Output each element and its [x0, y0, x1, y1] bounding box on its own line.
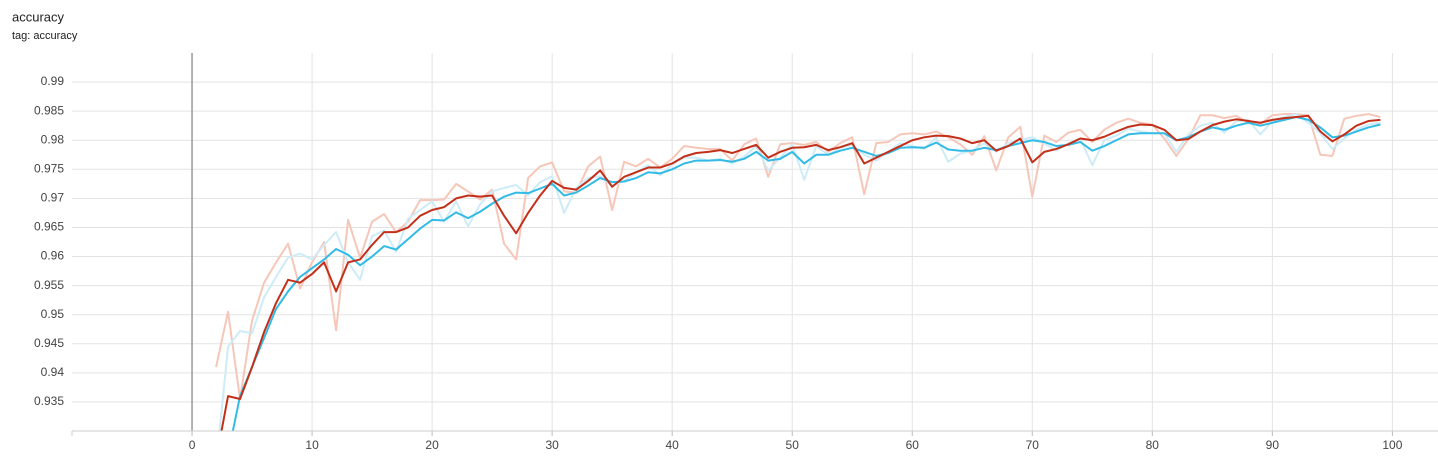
y-tick-label: 0.975 — [34, 161, 64, 175]
x-tick-label: 30 — [545, 438, 559, 452]
x-tick-label: 50 — [786, 438, 800, 452]
x-tick-label: 90 — [1266, 438, 1280, 452]
x-tick-label: 100 — [1382, 438, 1402, 452]
x-tick-label: 10 — [305, 438, 319, 452]
x-tick-label: 20 — [425, 438, 439, 452]
y-tick-label: 0.945 — [34, 336, 64, 350]
y-tick-label: 0.935 — [34, 394, 64, 408]
y-tick-label: 0.965 — [34, 220, 64, 234]
axes: 0.935 0.94 0.945 0.95 0.955 0.96 0.965 0.97 0.97… — [34, 74, 1438, 452]
chart-subtitle: tag: accuracy — [12, 30, 78, 42]
y-tick-label: 0.96 — [41, 249, 65, 263]
y-tick-label: 0.95 — [41, 307, 65, 321]
y-tick-label: 0.94 — [41, 365, 65, 379]
x-tick-label: 0 — [189, 438, 196, 452]
series-line — [231, 115, 1381, 431]
x-tick-label: 60 — [906, 438, 920, 452]
x-tick-label: 70 — [1026, 438, 1040, 452]
y-tick-label: 0.98 — [41, 132, 65, 146]
grid — [72, 53, 1438, 431]
x-tick-label: 40 — [665, 438, 679, 452]
chart-title: accuracy — [12, 9, 65, 24]
y-tick-label: 0.97 — [41, 191, 65, 205]
plot-area — [215, 113, 1381, 431]
y-tick-label: 0.955 — [34, 278, 64, 292]
y-tick-label: 0.985 — [34, 103, 64, 117]
y-tick-label: 0.99 — [41, 74, 65, 88]
series-line — [220, 114, 1381, 431]
x-tick-label: 80 — [1146, 438, 1160, 452]
